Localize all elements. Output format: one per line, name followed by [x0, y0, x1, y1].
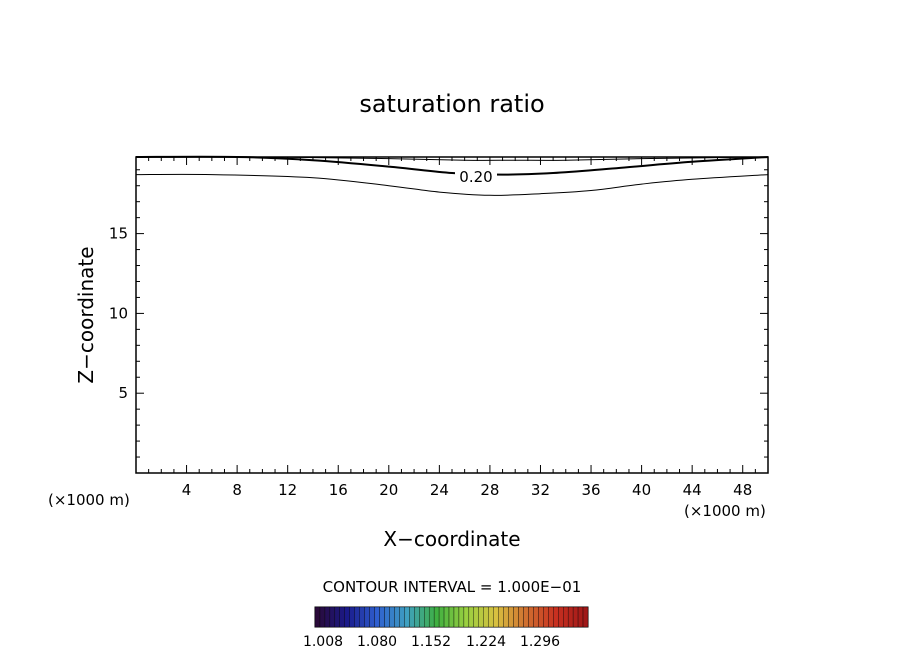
- colorbar-cell: [543, 606, 549, 628]
- x-tick-label: 12: [278, 481, 297, 499]
- colorbar-cell: [572, 606, 579, 628]
- x-tick-label: 4: [182, 481, 192, 499]
- colorbar-cell: [334, 606, 340, 628]
- y-axis-label: Z−coordinate: [74, 246, 98, 383]
- colorbar-tick-label: 1.080: [357, 634, 397, 650]
- colorbar-cell: [493, 606, 499, 628]
- x-unit-right: (×1000 m): [684, 502, 766, 520]
- colorbar-cell: [483, 606, 489, 628]
- colorbar-cell: [379, 606, 385, 628]
- colorbar-cell: [394, 606, 400, 628]
- colorbar-cells: [314, 606, 589, 628]
- colorbar-cell: [503, 606, 509, 628]
- colorbar-cell: [414, 606, 420, 628]
- contour-label-bg: [455, 168, 497, 186]
- colorbar-cell: [518, 606, 524, 628]
- colorbar-cell: [404, 606, 410, 628]
- colorbar-cell: [433, 606, 440, 628]
- colorbar-cell: [458, 606, 465, 628]
- x-tick-label: 48: [733, 481, 752, 499]
- x-tick-label: 28: [480, 481, 499, 499]
- colorbar-cell: [374, 606, 380, 628]
- x-tick-label: 32: [531, 481, 550, 499]
- colorbar-cell: [424, 606, 430, 628]
- colorbar-labels: 1.008 1.080 1.152 1.224 1.296: [303, 634, 560, 650]
- colorbar-cell: [538, 606, 544, 628]
- colorbar-cell: [354, 606, 360, 628]
- colorbar-cell: [409, 606, 415, 628]
- y-tick-label: 15: [109, 225, 128, 243]
- colorbar-cell: [463, 606, 470, 628]
- colorbar-cell: [428, 606, 435, 628]
- colorbar-cell: [582, 606, 589, 628]
- colorbar-cell: [369, 606, 375, 628]
- colorbar-tick-label: 1.152: [411, 634, 451, 650]
- colorbar-cell: [419, 606, 425, 628]
- colorbar-cell: [488, 606, 494, 628]
- colorbar-cell: [508, 606, 514, 628]
- contour-label: 0.20: [459, 168, 492, 186]
- colorbar-cell: [344, 606, 350, 628]
- y-tick-label: 5: [118, 384, 128, 402]
- x-tick-label: 36: [581, 481, 600, 499]
- colorbar-cell: [498, 606, 504, 628]
- colorbar-cell: [478, 606, 484, 628]
- colorbar-cell: [453, 606, 460, 628]
- colorbar-cell: [438, 606, 445, 628]
- colorbar-cell: [577, 606, 584, 628]
- x-axis-ticks: 4 8 12 16 20 24 28 32 36 40 44 48: [148, 157, 756, 499]
- colorbar-cell: [324, 606, 331, 628]
- plot-frame: [135, 156, 769, 474]
- colorbar-cell: [548, 606, 554, 628]
- colorbar-tick-label: 1.296: [520, 634, 560, 650]
- colorbar-cell: [468, 606, 475, 628]
- x-unit-left: (×1000 m): [48, 491, 130, 509]
- x-tick-label: 40: [632, 481, 651, 499]
- colorbar: 1.008 1.080 1.152 1.224 1.296: [303, 606, 589, 650]
- contour-lines: [135, 155, 769, 196]
- colorbar-cell: [563, 606, 569, 628]
- colorbar-cell: [399, 606, 405, 628]
- chart-title: saturation ratio: [359, 90, 544, 118]
- y-tick-label: 10: [109, 304, 128, 322]
- x-tick-label: 44: [683, 481, 702, 499]
- colorbar-cell: [384, 606, 390, 628]
- contour-interval-text: CONTOUR INTERVAL = 1.000E−01: [323, 578, 582, 596]
- colorbar-tick-label: 1.008: [303, 634, 343, 650]
- x-tick-label: 8: [232, 481, 242, 499]
- y-axis-ticks: 5 10 15: [109, 169, 768, 458]
- contour-line-lower: [135, 173, 769, 196]
- x-axis-label: X−coordinate: [383, 527, 520, 551]
- colorbar-cell: [558, 606, 564, 628]
- colorbar-cell: [339, 606, 345, 628]
- x-tick-label: 20: [379, 481, 398, 499]
- colorbar-cell: [523, 606, 529, 628]
- colorbar-cell: [314, 606, 321, 628]
- colorbar-cell: [553, 606, 559, 628]
- x-tick-label: 16: [329, 481, 348, 499]
- colorbar-tick-label: 1.224: [466, 634, 506, 650]
- colorbar-cell: [473, 606, 479, 628]
- colorbar-cell: [329, 606, 336, 628]
- colorbar-cell: [567, 606, 574, 628]
- colorbar-cell: [389, 606, 395, 628]
- x-tick-label: 24: [430, 481, 449, 499]
- colorbar-cell: [349, 606, 355, 628]
- colorbar-cell: [443, 606, 450, 628]
- colorbar-cell: [319, 606, 326, 628]
- colorbar-cell: [513, 606, 519, 628]
- colorbar-cell: [448, 606, 455, 628]
- colorbar-cell: [528, 606, 534, 628]
- colorbar-cell: [364, 606, 370, 628]
- colorbar-cell: [533, 606, 539, 628]
- colorbar-cell: [359, 606, 365, 628]
